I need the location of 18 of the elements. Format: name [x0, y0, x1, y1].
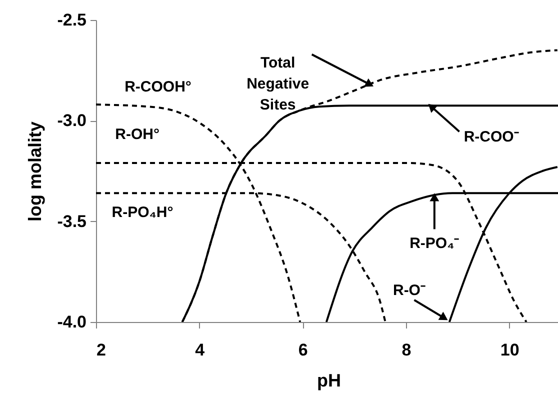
annotation: R-PO₄H°: [112, 204, 174, 222]
x-tick-label: 8: [402, 340, 412, 360]
annotation: R-PO₄⁻: [410, 235, 460, 252]
x-axis-title: pH: [317, 370, 341, 390]
annotation: Total Negative Sites: [246, 54, 310, 114]
annotation: R-OH°: [115, 126, 160, 143]
x-tick-label: 10: [500, 340, 520, 360]
x-tick-label: 2: [96, 340, 106, 360]
y-tick-label: -2.5: [57, 10, 86, 30]
annotation: R-O⁻: [392, 282, 426, 299]
y-tick-label: -3.0: [57, 111, 86, 130]
annotation: R-COOH°: [124, 78, 192, 96]
y-tick-label: -3.5: [57, 212, 86, 231]
annotation: R-COO⁻: [464, 128, 519, 146]
y-tick-label: -4.0: [57, 312, 86, 332]
y-axis-title: log molality: [25, 121, 46, 222]
x-tick-label: 6: [298, 340, 308, 360]
x-tick-label: 4: [195, 340, 206, 360]
